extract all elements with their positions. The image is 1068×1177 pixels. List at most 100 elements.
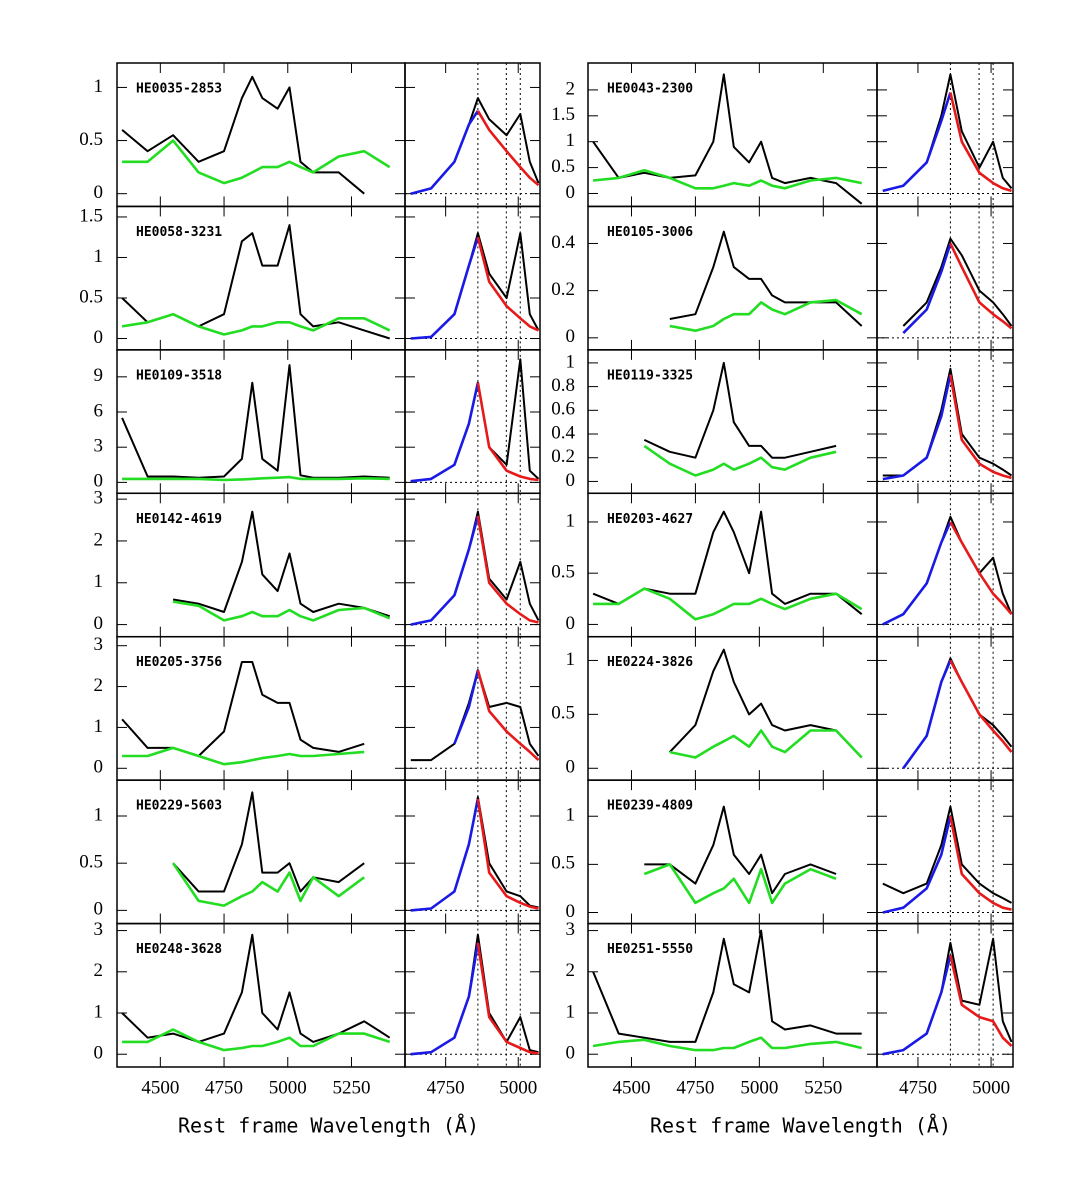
spectrum-line: [882, 937, 1013, 1056]
y-tick-label: 0.5: [551, 156, 575, 177]
spectrum-line: [122, 746, 365, 766]
spectrum-line: [593, 587, 863, 621]
spectrum-line: [592, 510, 863, 615]
y-tick-label: 1: [566, 649, 576, 670]
object-name: HE0224-3826: [607, 655, 693, 670]
x-axis-label: Rest frame Wavelength (Å): [650, 1114, 951, 1138]
y-tick-label: 1: [566, 130, 576, 151]
spectrum-line: [669, 298, 863, 332]
panel-frame: [404, 62, 541, 208]
spectrum-line: [172, 600, 391, 622]
spectrum-line: [592, 1036, 863, 1052]
object-name: HE0251-5550: [607, 942, 693, 957]
object-name: HE0058-3231: [136, 225, 222, 240]
spectrum-line: [453, 669, 480, 745]
spectrum-line: [121, 224, 391, 340]
y-tick-label: 9: [94, 365, 104, 386]
x-tick-label: 4750: [205, 1077, 243, 1098]
y-tick-label: 3: [94, 919, 104, 940]
y-tick-label: 0: [566, 182, 576, 203]
spectrum-line: [410, 236, 480, 340]
spectrum-line: [644, 805, 837, 895]
spectrum-line: [949, 955, 1013, 1047]
y-tick-label: 2: [566, 960, 576, 981]
y-tick-label: 1: [566, 805, 576, 826]
spectrum-line: [882, 374, 952, 481]
spectrum-line: [949, 242, 1013, 330]
y-tick-label: 0: [94, 899, 104, 920]
x-tick-label: 5250: [804, 1077, 842, 1098]
spectrum-line: [592, 929, 862, 1043]
spectrum-line: [669, 648, 863, 759]
object-name: HE0239-4809: [607, 799, 693, 814]
y-tick-label: 0.5: [551, 703, 575, 724]
y-tick-label: 3: [566, 919, 576, 940]
spectrum-line: [882, 73, 1013, 192]
panel-frame: [404, 205, 541, 351]
y-tick-label: 1: [566, 1001, 576, 1022]
y-tick-label: 0: [566, 470, 576, 491]
y-tick-label: 1: [94, 716, 104, 737]
y-tick-label: 0.5: [79, 286, 103, 307]
x-tick-label: 5000: [499, 1077, 537, 1098]
object-name: HE0229-5603: [136, 799, 222, 814]
y-tick-label: 0: [566, 613, 576, 634]
y-tick-label: 0.5: [551, 853, 575, 874]
x-tick-label: 5000: [269, 1077, 307, 1098]
y-tick-label: 1.5: [79, 205, 103, 226]
spectrum-line: [882, 805, 1012, 904]
y-tick-label: 0: [94, 1043, 104, 1064]
y-tick-label: 0.5: [79, 852, 103, 873]
spectrum-line: [476, 942, 539, 1055]
y-tick-label: 0.2: [551, 279, 575, 300]
y-tick-label: 0: [94, 757, 104, 778]
panel-frame: [876, 922, 1014, 1068]
panel-frame: [876, 62, 1014, 208]
spectrum-line: [643, 863, 837, 905]
spectrum-line: [949, 521, 1013, 616]
spectrum-line: [949, 659, 1013, 753]
spectrum-line: [592, 73, 863, 205]
x-tick-label: 4500: [612, 1077, 650, 1098]
y-tick-label: 1: [94, 1001, 104, 1022]
spectrum-line: [410, 942, 480, 1056]
x-axis-label: Rest frame Wavelength (Å): [178, 1114, 479, 1138]
y-tick-label: 1: [94, 76, 104, 97]
y-tick-label: 1: [566, 351, 576, 372]
y-tick-label: 0: [94, 471, 104, 492]
object-name: HE0035-2853: [136, 82, 222, 97]
x-tick-label: 5000: [972, 1077, 1010, 1098]
spectrum-line: [410, 110, 479, 195]
spectrum-line: [882, 815, 952, 914]
spectrum-line: [592, 168, 862, 190]
spectrum-line: [476, 798, 539, 910]
y-tick-label: 0: [566, 757, 576, 778]
spectrum-line: [172, 510, 391, 618]
y-tick-label: 0.4: [551, 422, 575, 443]
spectrum-line: [643, 361, 837, 459]
spectrum-line: [410, 515, 480, 626]
spectrum-line: [410, 798, 480, 912]
object-name: HE0203-4627: [607, 512, 693, 527]
spectrum-line: [882, 954, 952, 1056]
spectrum-line: [902, 237, 1013, 327]
y-tick-label: 0: [566, 1043, 576, 1064]
y-tick-label: 1.5: [551, 104, 575, 125]
y-tick-label: 2: [94, 529, 104, 550]
x-tick-label: 4750: [676, 1077, 714, 1098]
spectrum-line: [669, 729, 863, 759]
y-tick-label: 0: [566, 901, 576, 922]
object-name: HE0109-3518: [136, 368, 222, 383]
panel-frame: [404, 349, 541, 495]
spectrum-line: [122, 139, 391, 185]
y-tick-label: 0.4: [551, 232, 575, 253]
y-tick-label: 0.2: [551, 446, 575, 467]
spectrum-line: [122, 1028, 391, 1052]
y-tick-label: 1: [94, 804, 104, 825]
spectrum-line: [476, 669, 540, 762]
y-tick-label: 0.6: [551, 399, 575, 420]
x-tick-label: 4750: [899, 1077, 937, 1098]
x-tick-label: 5000: [740, 1077, 778, 1098]
y-tick-label: 0.8: [551, 375, 575, 396]
